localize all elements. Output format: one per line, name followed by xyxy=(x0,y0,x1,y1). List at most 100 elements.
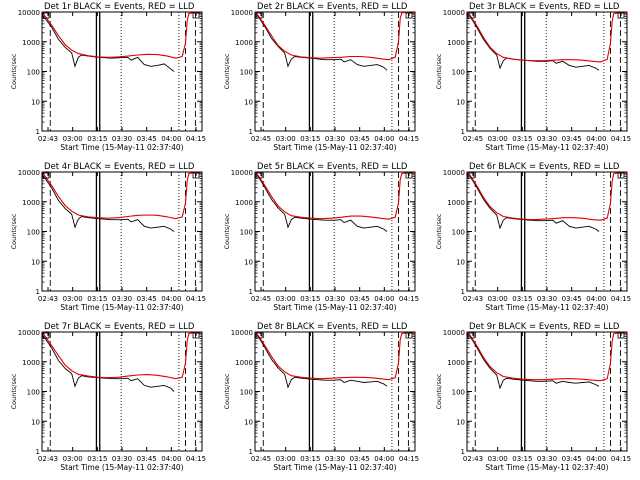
x-tick-label: 02:45 xyxy=(251,295,271,303)
series-line-lld xyxy=(254,331,416,381)
y-tick-label: 1000 xyxy=(235,359,253,367)
top-right-square-marker xyxy=(405,172,413,179)
panel-title: Det 6r BLACK = Events, RED = LLD xyxy=(469,162,620,172)
x-tick-label: 03:45 xyxy=(350,295,370,303)
x-axis-label: Start Time (15-May-11 02:37:40) xyxy=(485,143,608,152)
top-left-square-marker xyxy=(467,332,475,339)
y-tick-label: 10 xyxy=(456,98,465,106)
x-tick-label: 04:15 xyxy=(399,295,419,303)
y-axis-label: Counts/sec xyxy=(223,53,231,89)
y-tick-label: 1000 xyxy=(235,39,253,47)
x-tick-label: 03:15 xyxy=(512,135,532,143)
y-tick-label: 10 xyxy=(31,98,40,106)
x-tick-label: 04:15 xyxy=(186,295,206,303)
x-tick-label: 03:30 xyxy=(112,295,132,303)
x-tick-label: 03:30 xyxy=(112,135,132,143)
series-line-lld xyxy=(41,11,203,59)
y-tick-label: 100 xyxy=(240,389,253,397)
y-axis-label: Counts/sec xyxy=(10,373,18,409)
x-axis-label: Start Time (15-May-11 02:37:40) xyxy=(273,303,396,312)
detector-panel-6: Det 6r BLACK = Events, RED = LLD 1 10 100 10… xyxy=(435,162,631,312)
top-left-square-marker xyxy=(467,12,475,19)
y-tick-label: 100 xyxy=(240,229,253,237)
y-tick-label: 1000 xyxy=(447,39,465,47)
x-tick-label: 03:15 xyxy=(87,295,107,303)
detector-panel-8: Det 8r BLACK = Events, RED = LLD 1 10 100 10… xyxy=(223,322,419,472)
panel-title: Det 7r BLACK = Events, RED = LLD xyxy=(44,322,195,332)
y-tick-label: 10 xyxy=(456,418,465,426)
x-axis-label: Start Time (15-May-11 02:37:40) xyxy=(273,463,396,472)
x-tick-label: 04:15 xyxy=(186,455,206,463)
y-tick-label: 10000 xyxy=(231,169,253,177)
x-tick-label: 03:45 xyxy=(350,135,370,143)
x-tick-label: 03:15 xyxy=(87,455,107,463)
y-tick-label: 1 xyxy=(249,288,253,296)
series-line-events xyxy=(41,14,175,72)
x-tick-label: 03:15 xyxy=(512,295,532,303)
x-tick-label: 04:00 xyxy=(161,135,181,143)
x-tick-label: 03:00 xyxy=(63,295,83,303)
panel-title: Det 8r BLACK = Events, RED = LLD xyxy=(257,322,408,332)
panel-title: Det 4r BLACK = Events, RED = LLD xyxy=(44,162,195,172)
series-line-lld xyxy=(466,171,628,221)
y-tick-label: 1 xyxy=(36,288,40,296)
panel-title: Det 9r BLACK = Events, RED = LLD xyxy=(469,322,620,332)
x-tick-label: 04:00 xyxy=(374,455,394,463)
x-tick-label: 02:43 xyxy=(38,135,58,143)
y-axis-label: Counts/sec xyxy=(10,213,18,249)
x-tick-label: 03:45 xyxy=(137,135,157,143)
y-tick-label: 10000 xyxy=(231,9,253,17)
x-axis-label: Start Time (15-May-11 02:37:40) xyxy=(60,463,183,472)
x-tick-label: 04:00 xyxy=(586,455,606,463)
y-tick-label: 10000 xyxy=(443,329,465,337)
x-tick-label: 03:00 xyxy=(276,135,296,143)
panel-title: Det 2r BLACK = Events, RED = LLD xyxy=(257,2,408,12)
series-line-events xyxy=(254,333,388,389)
x-tick-label: 02:43 xyxy=(38,455,58,463)
top-right-square-marker xyxy=(192,12,200,19)
panel-title: Det 1r BLACK = Events, RED = LLD xyxy=(44,2,195,12)
x-tick-label: 03:30 xyxy=(325,135,345,143)
x-tick-label: 04:00 xyxy=(161,295,181,303)
y-axis-label: Counts/sec xyxy=(223,213,231,249)
y-tick-label: 10000 xyxy=(231,329,253,337)
detector-panel-3: Det 3r BLACK = Events, RED = LLD 1 10 100 10… xyxy=(435,2,631,152)
y-tick-label: 100 xyxy=(452,229,465,237)
y-tick-label: 1000 xyxy=(447,199,465,207)
top-left-square-marker xyxy=(42,172,50,179)
y-tick-label: 1 xyxy=(36,448,40,456)
x-tick-label: 03:45 xyxy=(562,135,582,143)
y-tick-label: 10 xyxy=(244,98,253,106)
top-right-square-marker xyxy=(405,332,413,339)
y-tick-label: 10000 xyxy=(443,169,465,177)
y-tick-label: 1 xyxy=(461,288,465,296)
x-tick-label: 04:00 xyxy=(374,135,394,143)
y-tick-label: 1000 xyxy=(447,359,465,367)
x-tick-label: 03:00 xyxy=(488,455,508,463)
y-tick-label: 10 xyxy=(31,258,40,266)
y-tick-label: 10000 xyxy=(18,9,40,17)
x-axis-label: Start Time (15-May-11 02:37:40) xyxy=(485,303,608,312)
y-tick-label: 10 xyxy=(31,418,40,426)
x-tick-label: 03:30 xyxy=(112,455,132,463)
detector-panel-2: Det 2r BLACK = Events, RED = LLD 1 10 100 10… xyxy=(223,2,419,152)
series-line-events xyxy=(466,333,600,390)
x-tick-label: 03:45 xyxy=(562,455,582,463)
top-left-square-marker xyxy=(255,332,263,339)
series-line-events xyxy=(41,334,175,392)
x-tick-label: 03:45 xyxy=(562,295,582,303)
x-tick-label: 04:15 xyxy=(611,455,631,463)
x-tick-label: 04:00 xyxy=(374,295,394,303)
x-tick-label: 04:15 xyxy=(611,135,631,143)
detector-panel-4: Det 4r BLACK = Events, RED = LLD 1 10 100 10… xyxy=(10,162,206,312)
top-left-square-marker xyxy=(42,12,50,19)
series-line-events xyxy=(466,173,600,232)
panel-title: Det 3r BLACK = Events, RED = LLD xyxy=(469,2,620,12)
y-tick-label: 1 xyxy=(461,128,465,136)
y-tick-label: 10 xyxy=(244,418,253,426)
x-tick-label: 03:45 xyxy=(137,455,157,463)
x-tick-label: 02:45 xyxy=(463,135,483,143)
y-tick-label: 1000 xyxy=(22,39,40,47)
x-tick-label: 04:15 xyxy=(399,135,419,143)
